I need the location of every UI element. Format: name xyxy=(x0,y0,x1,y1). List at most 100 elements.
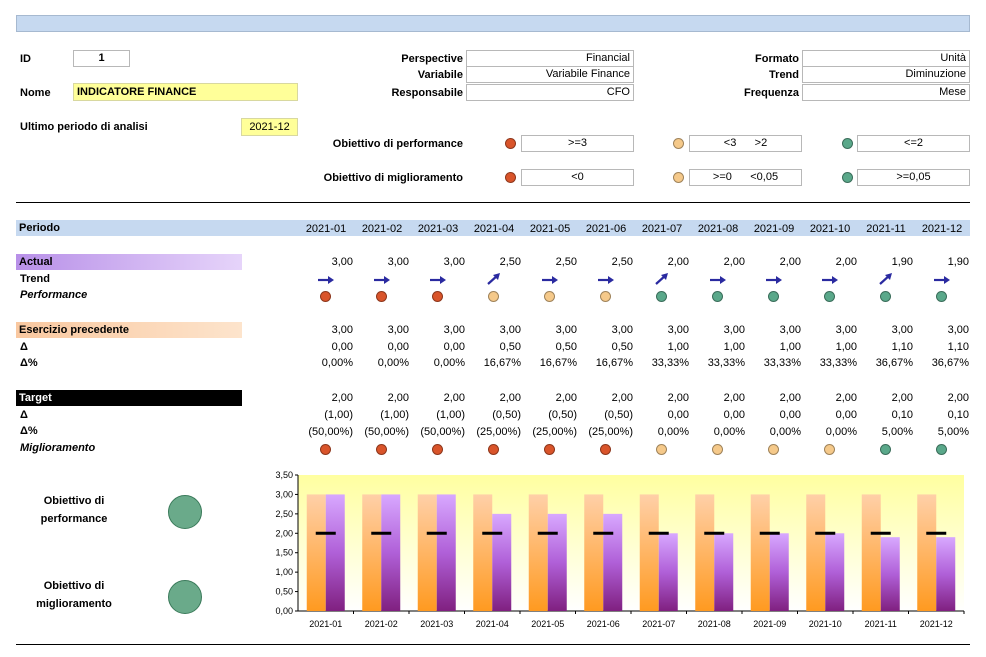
target-delta-cell: 0,10 xyxy=(947,409,969,421)
performance-green-dot xyxy=(880,291,891,302)
chart-bar-actual xyxy=(936,537,956,611)
target-delta-cell: 0,00 xyxy=(667,409,689,421)
esercizio-delta-cell: 0,00 xyxy=(387,341,409,353)
performance-status-circle xyxy=(168,495,202,529)
variabile-label: Variabile xyxy=(417,69,463,81)
perspective-field[interactable]: Financial xyxy=(466,50,634,67)
miglioramento-row-label: Miglioramento xyxy=(20,442,96,454)
trend-field[interactable]: Diminuzione xyxy=(802,66,970,83)
obj-perf-yellow-field[interactable]: <3 >2 xyxy=(689,135,802,152)
performance-yellow-dot xyxy=(488,291,499,302)
obj-migl-green-field[interactable]: >=0,05 xyxy=(857,169,970,186)
miglioramento-yellow-dot xyxy=(768,444,779,455)
obj-perf-red-field[interactable]: >=3 xyxy=(521,135,634,152)
obj-migl-red-field[interactable]: <0 xyxy=(521,169,634,186)
esercizio-deltapct-cell: 16,67% xyxy=(483,357,521,369)
esercizio-delta-cell: 0,00 xyxy=(443,341,465,353)
id-field[interactable]: 1 xyxy=(73,50,130,67)
target-deltapct-cell: 5,00% xyxy=(937,426,969,438)
chart-x-tick-label: 2021-08 xyxy=(698,619,731,629)
miglioramento-green-dot xyxy=(936,444,947,455)
esercizio-deltapct-cell: 33,33% xyxy=(819,357,857,369)
period-header-cell: 2021-07 xyxy=(641,223,683,235)
target-cell: 2,00 xyxy=(667,392,689,404)
target-delta-cell: (0,50) xyxy=(604,409,633,421)
chart-bar-actual xyxy=(825,533,845,611)
esercizio-delta-cell: 0,50 xyxy=(611,341,633,353)
trend-up-arrow-icon xyxy=(655,273,668,285)
esercizio-cell: 3,00 xyxy=(499,324,521,336)
chart-bar-esercizio xyxy=(695,494,715,611)
actual-header: Actual xyxy=(16,254,242,270)
performance-green-dot xyxy=(712,291,723,302)
summary-performance-line1: Obiettivo di xyxy=(43,495,105,507)
chart-bar-esercizio xyxy=(750,494,770,611)
obj-migl-yellow-field[interactable]: >=0 <0,05 xyxy=(689,169,802,186)
chart-x-tick-label: 2021-03 xyxy=(420,619,453,629)
esercizio-cell: 3,00 xyxy=(387,324,409,336)
responsabile-field[interactable]: CFO xyxy=(466,84,634,101)
esercizio-header: Esercizio precedente xyxy=(16,322,242,338)
performance-green-dot xyxy=(824,291,835,302)
target-delta-cell: (1,00) xyxy=(324,409,353,421)
obj-migl-green-dot xyxy=(842,172,853,183)
summary-miglioramento-line1: Obiettivo di xyxy=(43,580,105,592)
period-header-cell: 2021-12 xyxy=(921,223,963,235)
chart-bar-esercizio xyxy=(362,494,382,611)
miglioramento-red-dot xyxy=(544,444,555,455)
actual-cell: 3,00 xyxy=(387,256,409,268)
performance-green-dot xyxy=(936,291,947,302)
period-header-cell: 2021-09 xyxy=(753,223,795,235)
nome-field[interactable]: INDICATORE FINANCE xyxy=(73,83,298,101)
chart-bar-actual xyxy=(325,494,345,611)
chart-bar-actual xyxy=(714,533,734,611)
chart-y-tick-label: 0,50 xyxy=(275,587,293,597)
esercizio-delta-cell: 1,00 xyxy=(835,341,857,353)
miglioramento-status-circle xyxy=(168,580,202,614)
formato-field[interactable]: Unità xyxy=(802,50,970,67)
periodo-header: Periodo xyxy=(16,220,970,236)
actual-cell: 2,00 xyxy=(667,256,689,268)
trend-right-arrow-icon xyxy=(710,276,726,284)
variabile-field[interactable]: Variabile Finance xyxy=(466,66,634,83)
miglioramento-red-dot xyxy=(320,444,331,455)
esercizio-cell: 3,00 xyxy=(443,324,465,336)
esercizio-deltapct-cell: 33,33% xyxy=(763,357,801,369)
performance-red-dot xyxy=(376,291,387,302)
chart-bar-esercizio xyxy=(473,494,493,611)
target-delta-cell: 0,00 xyxy=(835,409,857,421)
chart-x-tick-label: 2021-11 xyxy=(865,619,897,629)
chart-x-tick-label: 2021-05 xyxy=(531,619,564,629)
ultimo-periodo-field[interactable]: 2021-12 xyxy=(241,118,298,136)
obj-perf-green-field[interactable]: <=2 xyxy=(857,135,970,152)
performance-yellow-dot xyxy=(600,291,611,302)
performance-chart: 0,00 0,50 1,00 1,50 2,00 2,50 3,00 3,50 2021-01 2… xyxy=(275,470,965,629)
chart-x-tick-label: 2021-04 xyxy=(476,619,509,629)
chart-bar-esercizio xyxy=(806,494,826,611)
chart-x-tick-label: 2021-09 xyxy=(753,619,786,629)
chart-bar-esercizio xyxy=(584,494,604,611)
separator-bottom xyxy=(16,644,970,645)
period-header-cell: 2021-10 xyxy=(809,223,851,235)
esercizio-deltapct-cell: 16,67% xyxy=(595,357,633,369)
chart-bar-esercizio xyxy=(917,494,937,611)
target-deltapct-label: Δ% xyxy=(20,425,38,437)
actual-cell: 2,50 xyxy=(555,256,577,268)
esercizio-label: Esercizio precedente xyxy=(19,324,130,336)
actual-cell: 2,00 xyxy=(835,256,857,268)
target-deltapct-cell: 0,00% xyxy=(825,426,857,438)
obj-perf-yellow-dot xyxy=(673,138,684,149)
esercizio-deltapct-cell: 33,33% xyxy=(651,357,689,369)
target-cell: 2,00 xyxy=(723,392,745,404)
formato-label: Formato xyxy=(755,53,799,65)
miglioramento-yellow-dot xyxy=(824,444,835,455)
esercizio-delta-cell: 0,50 xyxy=(499,341,521,353)
chart-bar-esercizio xyxy=(861,494,881,611)
chart-bar-esercizio xyxy=(417,494,437,611)
esercizio-delta-label: Δ xyxy=(20,341,28,353)
chart-x-tick-label: 2021-10 xyxy=(809,619,842,629)
frequenza-field[interactable]: Mese xyxy=(802,84,970,101)
chart-x-tick-label: 2021-12 xyxy=(920,619,953,629)
chart-bar-esercizio xyxy=(306,494,326,611)
chart-y-tick-label: 1,00 xyxy=(275,567,293,577)
